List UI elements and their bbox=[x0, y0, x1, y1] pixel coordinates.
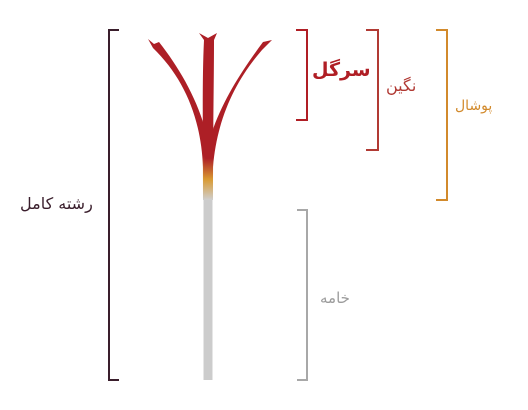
label-pushal: پوشال bbox=[455, 98, 493, 114]
label-negin: نگین bbox=[386, 76, 417, 95]
bracket-whole-thread bbox=[108, 29, 119, 381]
bracket-pushal bbox=[436, 29, 448, 201]
bracket-negin bbox=[366, 29, 379, 151]
stigma-branch-right bbox=[203, 40, 272, 200]
style-stem bbox=[203, 198, 213, 380]
label-whole-thread: رشته کامل bbox=[20, 194, 93, 213]
label-khameh: خامه bbox=[320, 289, 350, 307]
label-sargol: سرگل bbox=[312, 59, 371, 81]
bracket-sargol bbox=[296, 29, 308, 121]
bracket-khameh bbox=[297, 209, 308, 381]
